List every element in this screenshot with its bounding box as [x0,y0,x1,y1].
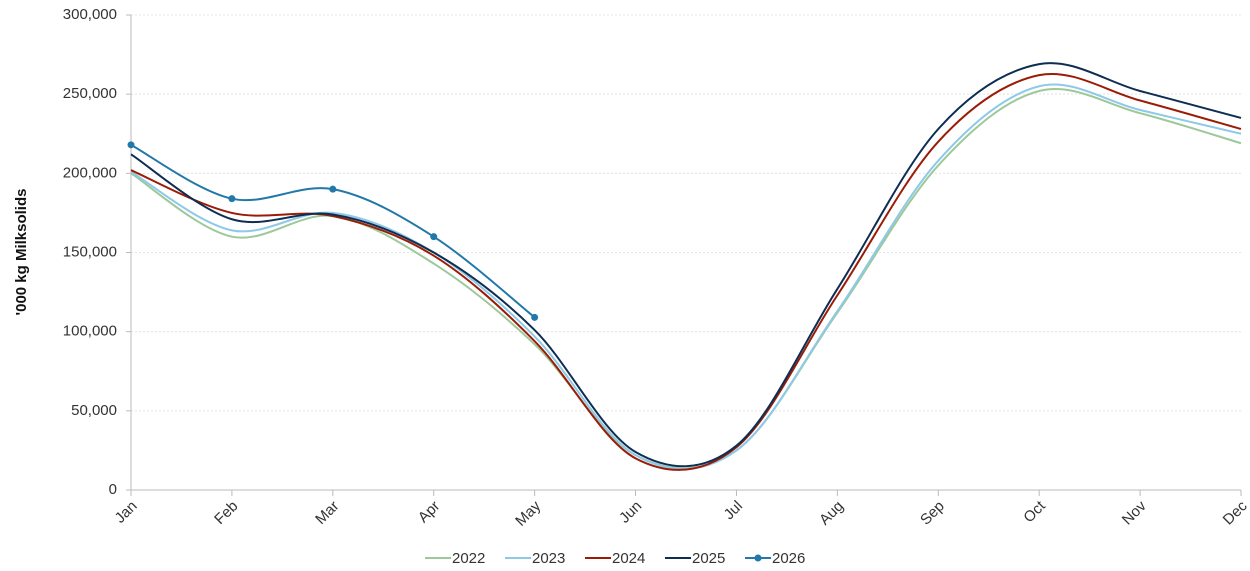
y-tick-label: 0 [109,481,117,498]
series-marker [228,195,236,203]
y-tick-label: 300,000 [63,6,117,23]
series-line [130,83,1242,470]
y-tick-label: 150,000 [63,243,117,260]
legend-marker [754,554,762,562]
series-marker [531,313,539,321]
y-tick-label: 250,000 [63,85,117,102]
series-line [130,88,1242,470]
x-tick-label: Oct [1020,497,1049,526]
legend-label: 2026 [772,550,805,567]
x-tick-label: Nov [1119,497,1150,528]
x-tick-label: Jan [112,498,141,527]
x-tick-label: Aug [816,498,847,529]
y-tick-label: 200,000 [63,164,117,181]
legend-label: 2024 [612,550,645,567]
x-tick-label: Jul [721,498,747,524]
series-marker [127,141,135,149]
y-tick-label: 50,000 [71,402,117,419]
x-tick-label: Sep [917,498,948,529]
y-tick-label: 100,000 [63,323,117,340]
x-tick-label: May [512,497,544,529]
x-tick-label: Dec [1220,497,1250,528]
legend-label: 2023 [532,550,565,567]
series-marker [329,185,337,193]
legend-label: 2025 [692,550,725,567]
x-tick-label: Apr [415,498,444,527]
series-line [130,73,1242,471]
legend-label: 2022 [452,550,485,567]
y-axis-label: '000 kg Milksolids [13,189,30,316]
x-tick-label: Jun [616,498,645,527]
series-line [130,62,1242,468]
series-marker [430,233,438,241]
x-tick-label: Feb [211,498,241,528]
x-tick-label: Mar [312,498,342,528]
